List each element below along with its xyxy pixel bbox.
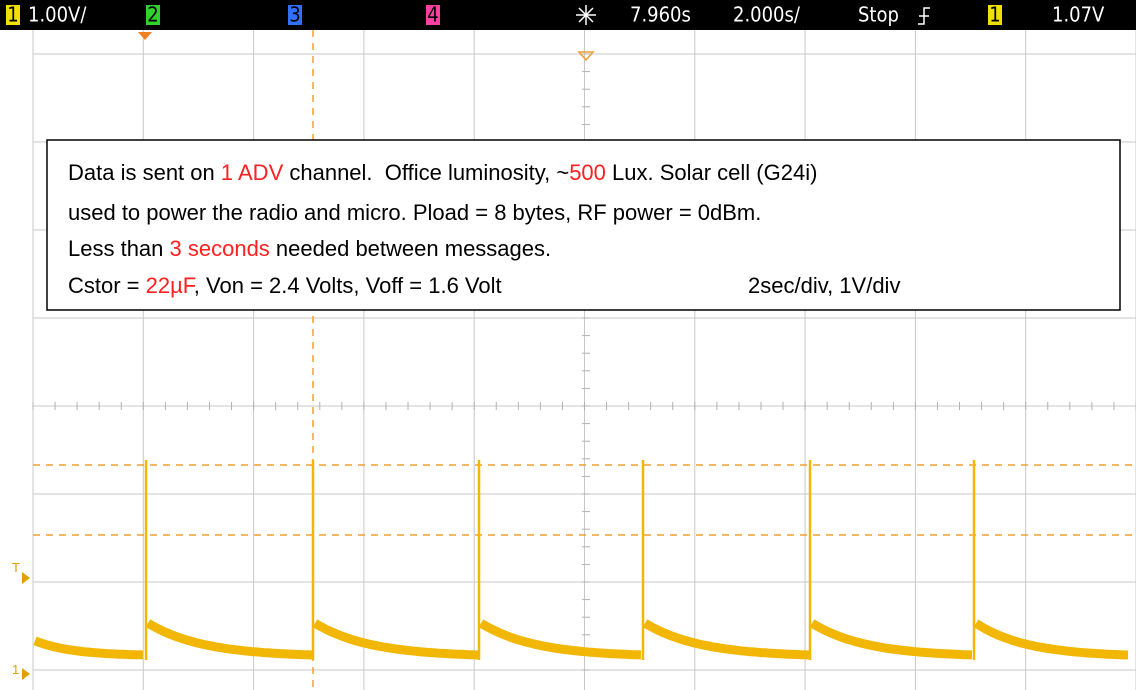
trigger-channel: 1: [989, 3, 1000, 27]
annotation-line: Less than 3 seconds needed between messa…: [68, 236, 551, 261]
marker-arrow: [22, 668, 30, 680]
ch2-box: [146, 5, 160, 25]
annotation-text: Cstor =: [68, 273, 146, 298]
trig-ch-box: [988, 5, 1002, 25]
waveform-segment: [478, 619, 642, 660]
status-bar: 1 1.00V/ 2 3 4 7.960s 2.000s/ Stop 1 1.0…: [0, 0, 1136, 30]
annotation-text: , Von = 2.4 Volts, Voff = 1.6 Volt: [194, 273, 502, 298]
ch3-label: 3: [289, 3, 300, 27]
ch4-label: 4: [427, 3, 438, 27]
annotation-text: 3 seconds: [170, 236, 270, 261]
annotation-line: used to power the radio and micro. Pload…: [68, 200, 761, 225]
scale-note: 2sec/div, 1V/div: [748, 273, 900, 298]
waveform-segment: [642, 619, 810, 660]
trigger-level-marker: T: [12, 560, 20, 575]
annotation-text: 500: [569, 160, 606, 185]
status-bg: [0, 0, 1136, 30]
annotation-line: Data is sent on 1 ADV channel. Office lu…: [68, 160, 817, 185]
marker-arrow: [22, 572, 30, 584]
annotation: 2sec/div, 1V/div Data is sent on 1 ADV c…: [46, 139, 1121, 311]
trigger-marker: [577, 51, 595, 62]
annotation-text: 22µF: [146, 273, 196, 298]
trigger-slope-icon: [918, 7, 930, 25]
ch1-label: 1: [7, 3, 18, 27]
waveform-segment: [33, 636, 144, 660]
delay: 7.960s: [630, 3, 691, 27]
ch1-scale: 1.00V/: [28, 3, 87, 27]
annotation-text: 1 ADV: [221, 160, 284, 185]
annotation-text: Lux. Solar cell (G24i): [606, 160, 818, 185]
run-state: Stop: [858, 3, 899, 27]
annotation-text: channel. Office luminosity, ~: [283, 160, 569, 185]
annotation-line: Cstor = 22µF, Von = 2.4 Volts, Voff = 1.…: [68, 273, 502, 298]
annotation-text: needed between messages.: [270, 236, 551, 261]
ch3-box: [288, 5, 302, 25]
waveform-segment: [312, 619, 480, 660]
annotation-text: Less than: [68, 236, 170, 261]
waveform-segment: [973, 619, 1129, 660]
annotation-box: [46, 139, 1121, 311]
trigger-level: 1.07V: [1052, 3, 1105, 27]
position-marker: [138, 32, 152, 40]
ch1-box: [6, 5, 20, 25]
annotation-text: Data is sent on: [68, 160, 221, 185]
annotation-text: used to power the radio and micro. Pload…: [68, 200, 761, 225]
waveform-segment: [145, 619, 313, 660]
timebase: 2.000s/: [733, 3, 801, 27]
waveform-segment: [809, 619, 973, 660]
ch2-label: 2: [147, 3, 158, 27]
ground-marker: 1: [12, 662, 19, 677]
acq-icon: [576, 5, 596, 25]
waveform: [33, 460, 1129, 660]
ch4-box: [426, 5, 440, 25]
